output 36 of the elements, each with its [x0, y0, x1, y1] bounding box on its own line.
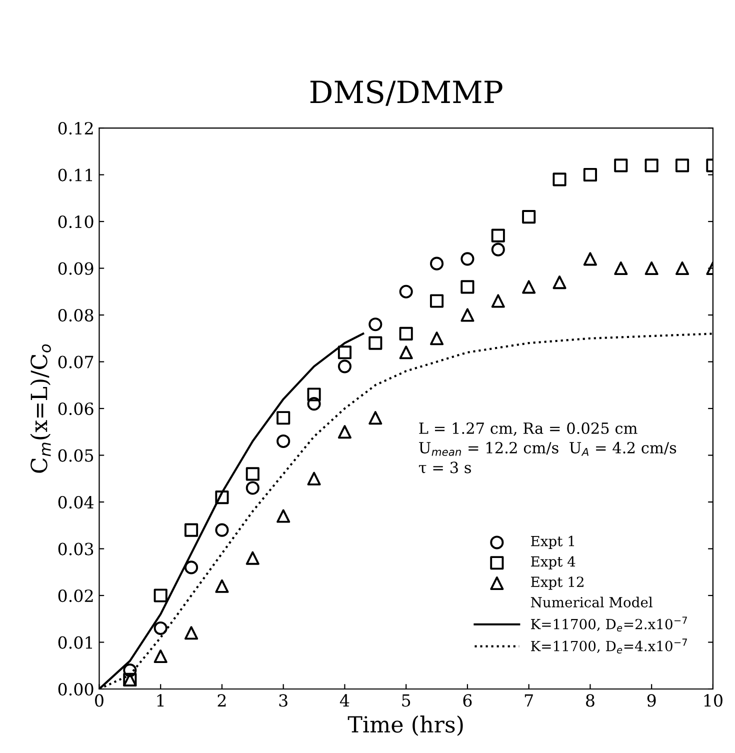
x-tick-label: 8 [586, 694, 594, 707]
x-tick-label: 7 [524, 694, 533, 707]
x-tick-label: 6 [463, 694, 472, 707]
y-tick-label: 0.00 [58, 682, 94, 696]
x-tick-label: 3 [279, 694, 288, 707]
y-tick-label: 0.03 [58, 542, 94, 556]
x-tick-label: 9 [647, 694, 656, 707]
legend-label: Expt 4 [531, 556, 576, 570]
y-tick-label: 0.07 [58, 356, 94, 368]
y-tick-label: 0.01 [58, 636, 92, 649]
x-tick-label: 0 [95, 694, 104, 707]
y-axis-title: C$_{m}$(x=L)/C$_{o}$ [30, 344, 51, 473]
y-tick-label: 0.08 [58, 308, 94, 322]
y-tick-label: 0.06 [58, 402, 94, 416]
annotation: Numerical Model [530, 596, 652, 608]
legend-label: K=11700, D$_{e}$=2.x10$^{−7}$ [531, 616, 687, 632]
annotation: U$_{mean}$ = 12.2 cm/s U$_{A}$ = 4.2 cm/s [419, 442, 676, 456]
x-tick-label: 2 [218, 694, 226, 707]
legend-label: K=11700, D$_{e}$=4.x10$^{−7}$ [531, 638, 687, 654]
x-tick-label: 5 [402, 694, 410, 707]
y-tick-label: 0.02 [58, 589, 93, 602]
x-tick-label: 10 [704, 694, 722, 707]
x-tick-label: 1 [157, 694, 164, 707]
y-tick-label: 0.05 [58, 449, 94, 462]
y-tick-label: 0.10 [58, 215, 94, 228]
annotation: τ = 3 s [418, 462, 471, 474]
y-tick-label: 0.09 [58, 262, 94, 275]
y-tick-label: 0.12 [58, 122, 93, 135]
annotation: L = 1.27 cm, Ra = 0.025 cm [419, 422, 638, 436]
legend-label: Expt 1 [531, 536, 574, 550]
y-tick-label: 0.11 [58, 168, 92, 182]
x-tick-label: 4 [340, 694, 350, 707]
x-axis-title: Time (hrs) [348, 716, 463, 736]
y-tick-label: 0.04 [58, 496, 94, 509]
chart-title: DMS/DMMP [310, 80, 502, 106]
legend-label: Expt 12 [531, 576, 584, 590]
